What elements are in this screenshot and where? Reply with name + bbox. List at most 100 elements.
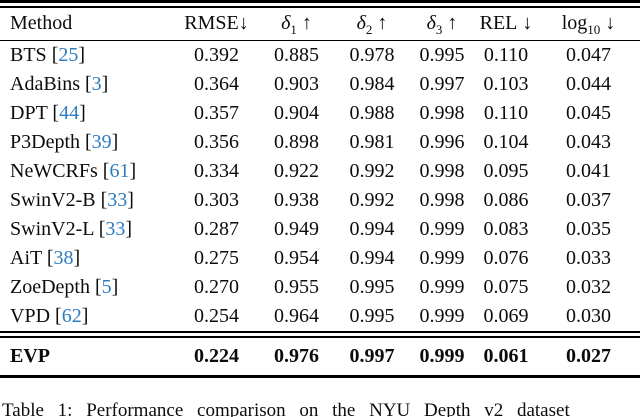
citation-link[interactable]: 3 — [91, 72, 102, 95]
metric-value-delta3: 0.998 — [419, 101, 465, 124]
method-name: EVP — [10, 344, 50, 367]
column-header-subscript: 3 — [435, 22, 443, 38]
metric-value-delta3: 0.999 — [419, 217, 465, 240]
column-header-label: RMSE — [184, 12, 239, 35]
metric-value-rel: 0.083 — [483, 217, 529, 240]
metric-value-delta2: 0.992 — [349, 159, 395, 182]
results-table: Method RMSE↓ δ1 ↑ δ2 ↑ δ3 ↑ REL ↓ log10 ↓ BTS [25] 0… — [0, 7, 640, 378]
table-row: ZoeDepth [5] 0.270 0.955 0.995 0.999 0.075 0.0… — [0, 273, 640, 302]
table-caption: Table 1: Performance comparison on the N… — [2, 399, 570, 417]
metric-value-rmse: 0.364 — [194, 72, 239, 95]
metric-value-rmse: 0.287 — [194, 217, 239, 240]
column-header-label: Method — [10, 12, 73, 35]
column-header-label: δ — [281, 12, 291, 35]
citation-link[interactable]: 25 — [58, 43, 79, 66]
metric-value-delta2: 0.984 — [349, 72, 395, 95]
metric-value-delta2: 0.978 — [349, 43, 395, 66]
method-name: SwinV2-L — [10, 217, 94, 240]
method-cell: AdaBins [3] — [10, 72, 109, 95]
metric-value-delta3: 0.997 — [419, 72, 465, 95]
table-top-rule-thick — [0, 0, 640, 3]
table-row: P3Depth [39] 0.356 0.898 0.981 0.996 0.104 0.0… — [0, 128, 640, 157]
table-top-rule-thin — [0, 6, 640, 8]
metric-value-delta1: 0.949 — [274, 217, 319, 240]
metric-value-rmse: 0.392 — [194, 43, 239, 66]
table-row: VPD [62] 0.254 0.964 0.995 0.999 0.069 0.030 — [0, 302, 640, 331]
metric-value-delta3: 0.998 — [419, 159, 465, 182]
method-name: AiT — [10, 246, 42, 269]
citation-link[interactable]: 5 — [101, 275, 112, 298]
metric-value-delta1: 0.938 — [274, 188, 319, 211]
table-row: SwinV2-B [33] 0.303 0.938 0.992 0.998 0.086 0.… — [0, 186, 640, 215]
column-header-rel: REL ↓ — [475, 7, 537, 41]
citation-link[interactable]: 33 — [105, 217, 126, 240]
column-header-label: REL — [479, 12, 518, 35]
table-bottom-rule-row — [0, 374, 640, 378]
table-row: AiT [38] 0.275 0.954 0.994 0.999 0.076 0.033 — [0, 244, 640, 273]
citation-link[interactable]: 38 — [53, 246, 74, 269]
metric-value-rmse: 0.275 — [194, 246, 239, 269]
column-header-delta2: δ2 ↑ — [335, 7, 409, 41]
column-header-rmse: RMSE↓ — [175, 7, 258, 41]
method-name: NeWCRFs — [10, 159, 98, 182]
metric-value-rmse: 0.224 — [194, 344, 239, 367]
method-name: AdaBins — [10, 72, 80, 95]
citation-link[interactable]: 39 — [91, 130, 112, 153]
method-cell: NeWCRFs [61] — [10, 159, 137, 182]
metric-value-log10: 0.027 — [566, 344, 611, 367]
metric-value-rel: 0.069 — [483, 304, 529, 327]
separator-double-rule-row — [0, 330, 640, 338]
metric-value-rel: 0.086 — [483, 188, 529, 211]
method-name: ZoeDepth — [10, 275, 90, 298]
citation-link[interactable]: 44 — [59, 101, 80, 124]
metric-value-log10: 0.037 — [566, 188, 611, 211]
down-arrow-icon: ↓ — [522, 12, 533, 35]
column-header-label: δ — [356, 12, 366, 35]
method-cell: DPT [44] — [10, 101, 86, 124]
method-cell: SwinV2-B [33] — [10, 188, 134, 211]
metric-value-rmse: 0.356 — [194, 130, 239, 153]
metric-value-rmse: 0.270 — [194, 275, 239, 298]
metric-value-delta2: 0.992 — [349, 188, 395, 211]
metric-value-log10: 0.030 — [566, 304, 611, 327]
column-header-label: log — [561, 12, 588, 35]
up-arrow-icon: ↑ — [447, 12, 458, 35]
metric-value-delta2: 0.994 — [349, 246, 395, 269]
metric-value-rel: 0.103 — [483, 72, 529, 95]
up-arrow-icon: ↑ — [301, 12, 312, 35]
metric-value-log10: 0.033 — [566, 246, 611, 269]
metric-value-rmse: 0.357 — [194, 101, 239, 124]
metric-value-rel: 0.110 — [483, 101, 529, 124]
metric-value-delta2: 0.994 — [349, 217, 395, 240]
metric-value-rel: 0.095 — [483, 159, 529, 182]
metric-value-delta2: 0.988 — [349, 101, 395, 124]
table-row: DPT [44] 0.357 0.904 0.988 0.998 0.110 0.045 — [0, 99, 640, 128]
citation-link[interactable]: 33 — [107, 188, 128, 211]
metric-value-delta2: 0.995 — [349, 275, 395, 298]
citation-link[interactable]: 62 — [61, 304, 82, 327]
metric-value-delta2: 0.997 — [349, 344, 395, 367]
method-cell: EVP — [0, 338, 175, 375]
column-header-delta3: δ3 ↑ — [409, 7, 475, 41]
table-header: Method RMSE↓ δ1 ↑ δ2 ↑ δ3 ↑ REL ↓ log10 ↓ — [0, 7, 640, 41]
column-header-delta1: δ1 ↑ — [258, 7, 335, 41]
method-name: DPT — [10, 101, 48, 124]
table-row: BTS [25] 0.392 0.885 0.978 0.995 0.110 0.047 — [0, 41, 640, 70]
metric-value-log10: 0.035 — [566, 217, 611, 240]
column-header-subscript: 1 — [290, 22, 297, 38]
metric-value-log10: 0.043 — [566, 130, 611, 153]
metric-value-log10: 0.047 — [566, 43, 611, 66]
method-name: BTS — [10, 43, 47, 66]
metric-value-delta3: 0.999 — [419, 304, 465, 327]
metric-value-delta1: 0.898 — [274, 130, 319, 153]
highlight-table-row: EVP 0.224 0.976 0.997 0.999 0.061 0.027 — [0, 338, 640, 375]
metric-value-delta1: 0.903 — [274, 72, 319, 95]
citation-link[interactable]: 61 — [109, 159, 130, 182]
method-name: VPD — [10, 304, 51, 327]
metric-value-rel: 0.075 — [483, 275, 529, 298]
method-cell: ZoeDepth [5] — [10, 275, 119, 298]
metric-value-log10: 0.045 — [566, 101, 611, 124]
table-row: AdaBins [3] 0.364 0.903 0.984 0.997 0.103 0.04… — [0, 70, 640, 99]
metric-value-log10: 0.044 — [566, 72, 611, 95]
